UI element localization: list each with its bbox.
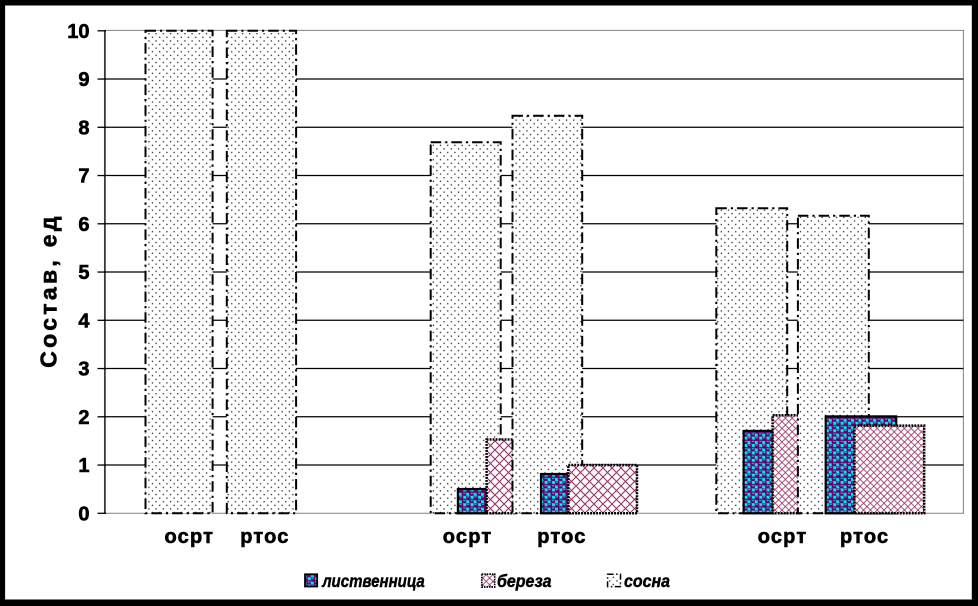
svg-text:9: 9 (78, 69, 89, 91)
svg-text:ртос: ртос (240, 526, 289, 548)
svg-text:10: 10 (67, 21, 89, 43)
svg-text:1: 1 (78, 455, 89, 477)
svg-text:Состав, ед: Состав, ед (36, 213, 62, 368)
svg-text:6: 6 (78, 214, 89, 236)
svg-text:осрт: осрт (164, 526, 214, 548)
svg-text:0: 0 (78, 504, 89, 526)
svg-text:3: 3 (78, 359, 89, 381)
svg-text:осрт: осрт (443, 526, 493, 548)
svg-text:8: 8 (78, 118, 89, 140)
svg-text:береза: береза (497, 571, 552, 591)
svg-text:сосна: сосна (624, 571, 670, 591)
svg-text:лиственница: лиственница (321, 571, 425, 591)
svg-text:ртос: ртос (840, 526, 889, 548)
svg-text:ртос: ртос (537, 526, 586, 548)
svg-text:7: 7 (78, 166, 89, 188)
svg-text:осрт: осрт (758, 526, 808, 548)
svg-text:5: 5 (78, 262, 89, 284)
svg-text:2: 2 (78, 407, 89, 429)
svg-text:4: 4 (78, 311, 90, 333)
